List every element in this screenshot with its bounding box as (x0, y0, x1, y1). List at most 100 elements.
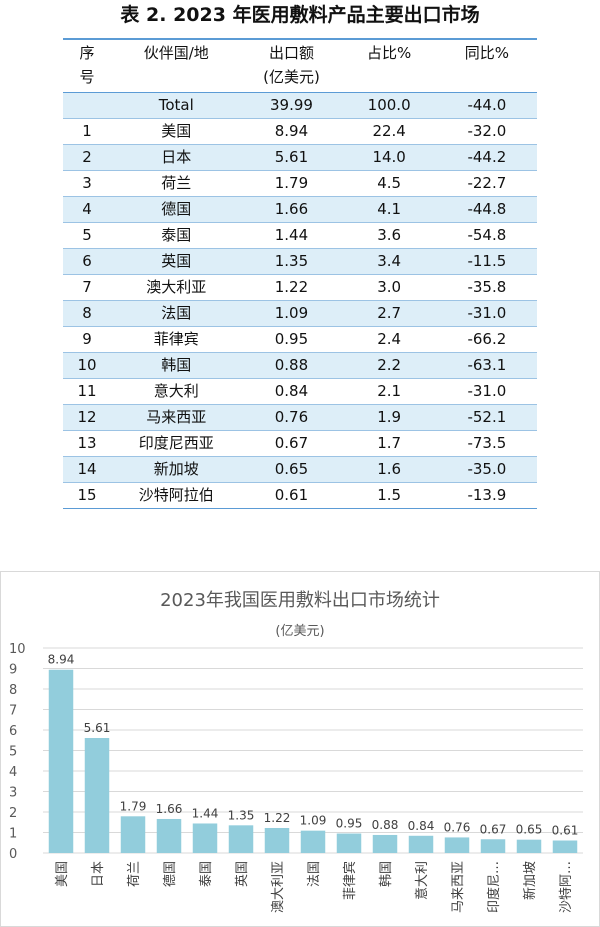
bar (156, 818, 182, 853)
table-row: 2 日本 5.61 14.0 -44.2 (63, 144, 537, 171)
x-tick-label: 英国 (235, 861, 250, 887)
cell-partner: 印度尼西亚 (138, 434, 214, 452)
y-tick-label: 4 (9, 765, 17, 780)
cell-partner: 法国 (111, 300, 242, 327)
cell-share: 14.0 (341, 144, 437, 171)
cell-partner: 菲律宾 (153, 330, 199, 348)
cell-amount: 0.95 (274, 330, 309, 348)
bar (300, 830, 326, 853)
bar (372, 834, 398, 853)
data-label: 0.88 (372, 818, 399, 832)
header-index: 序 号 (63, 38, 112, 93)
cell-amount: 1.22 (274, 278, 309, 296)
cell-index: 9 (82, 330, 92, 348)
table-row: 3 荷兰 1.79 4.5 -22.7 (63, 171, 537, 197)
chart-container: 2023年我国医用敷料出口市场统计 (亿美元) 0 1 2 3 4 5 6 7 8 9 10 8.9… (0, 571, 600, 927)
cell-amount: 39.99 (241, 92, 342, 119)
data-label: 1.09 (300, 814, 327, 828)
cell-share: 2.4 (377, 330, 402, 348)
cell-amount: 5.61 (241, 144, 342, 171)
table-row: 14 新加坡 0.65 1.6 -35.0 (63, 456, 537, 483)
cell-partner: 英国 (111, 248, 242, 275)
data-label: 0.76 (444, 820, 471, 834)
cell-index: 4 (63, 196, 112, 223)
table-title: 表 2. 2023 年医用敷料产品主要出口市场 (120, 4, 480, 26)
data-labels: 8.94 5.61 1.79 1.66 1.44 1.35 1.22 1.09 0.95 0.88… (48, 653, 579, 838)
cell-amount: 0.88 (241, 352, 342, 379)
table-body: Total 39.99 100.0 -44.0 1 美国 8.94 22.4 -32.0 2 日本 5… (63, 92, 537, 509)
bar (444, 837, 470, 853)
bar (408, 835, 434, 853)
cell-index: 7 (82, 278, 92, 296)
cell-share: 4.5 (377, 174, 402, 192)
data-label: 5.61 (84, 721, 111, 735)
cell-yoy: -63.1 (436, 352, 537, 379)
cell-yoy: -35.0 (436, 456, 537, 483)
header-index-line2: 号 (79, 68, 95, 86)
cell-partner: 沙特阿拉伯 (111, 482, 242, 509)
cell-index (63, 92, 112, 119)
table-row: 5 泰国 1.44 3.6 -54.8 (63, 223, 537, 249)
cell-yoy: -44.8 (436, 196, 537, 223)
cell-index: 10 (63, 352, 112, 379)
y-axis-ticks: 0 1 2 3 4 5 6 7 8 9 10 (9, 642, 26, 862)
cell-amount: 1.35 (241, 248, 342, 275)
cell-index: 6 (63, 248, 112, 275)
x-tick-label: 澳大利亚 (270, 861, 286, 913)
y-tick-label: 10 (9, 642, 26, 657)
x-tick-label: 马来西亚 (451, 861, 466, 913)
cell-yoy: -11.5 (436, 248, 537, 275)
cell-yoy: -66.2 (467, 330, 507, 348)
cell-share: 1.6 (341, 456, 437, 483)
table-row: 6 英国 1.35 3.4 -11.5 (63, 248, 537, 275)
cell-partner: 韩国 (111, 352, 242, 379)
cell-partner: 意大利 (153, 382, 199, 400)
table-row: 15 沙特阿拉伯 0.61 1.5 -13.9 (63, 482, 537, 509)
data-label: 1.79 (120, 799, 147, 813)
table-row: 7 澳大利亚 1.22 3.0 -35.8 (63, 275, 537, 301)
cell-partner: 泰国 (161, 226, 192, 244)
data-label: 8.94 (48, 653, 75, 667)
export-markets-table: 序 号 伙伴国/地 出口额 (亿美元) 占比% 同比% Total 39.99 10… (63, 38, 537, 509)
cell-amount: 1.44 (274, 226, 309, 244)
cell-yoy: -54.8 (467, 226, 507, 244)
cell-share: 2.2 (341, 352, 437, 379)
chart-title: 2023年我国医用敷料出口市场统计 (160, 590, 440, 611)
x-tick-label: 意大利 (414, 861, 430, 900)
bar (192, 823, 218, 853)
cell-index: 14 (63, 456, 112, 483)
header-index-line1: 序 (79, 44, 95, 62)
table-row: 4 德国 1.66 4.1 -44.8 (63, 196, 537, 223)
cell-amount: 0.67 (274, 434, 309, 452)
table-row: 8 法国 1.09 2.7 -31.0 (63, 300, 537, 327)
cell-amount: 1.79 (274, 174, 309, 192)
cell-index: 5 (82, 226, 92, 244)
cell-yoy: -31.0 (467, 382, 507, 400)
x-tick-label: 印度尼… (486, 861, 502, 913)
y-tick-label: 1 (9, 827, 17, 842)
x-tick-label: 菲律宾 (342, 861, 358, 900)
x-tick-label: 法国 (307, 861, 322, 887)
data-label: 0.95 (336, 817, 363, 831)
cell-index: 11 (77, 382, 97, 400)
y-tick-label: 9 (9, 663, 17, 678)
y-tick-label: 0 (9, 847, 17, 862)
y-tick-label: 2 (9, 806, 17, 821)
data-label: 1.35 (228, 808, 255, 822)
cell-share: 3.6 (377, 226, 402, 244)
x-tick-label: 韩国 (379, 861, 394, 887)
table-row: 13 印度尼西亚 0.67 1.7 -73.5 (63, 431, 537, 457)
cell-yoy: -13.9 (436, 482, 537, 509)
bar (48, 669, 74, 853)
y-tick-label: 8 (9, 683, 17, 698)
y-tick-label: 3 (9, 786, 17, 801)
cell-share: 3.0 (377, 278, 402, 296)
cell-share: 3.4 (341, 248, 437, 275)
x-tick-label: 日本 (91, 861, 106, 887)
cell-share: 2.7 (341, 300, 437, 327)
cell-yoy: -22.7 (467, 174, 507, 192)
cell-share: 1.5 (341, 482, 437, 509)
cell-index: 12 (63, 404, 112, 431)
cell-amount: 0.76 (241, 404, 342, 431)
chart-subtitle: (亿美元) (275, 624, 324, 639)
